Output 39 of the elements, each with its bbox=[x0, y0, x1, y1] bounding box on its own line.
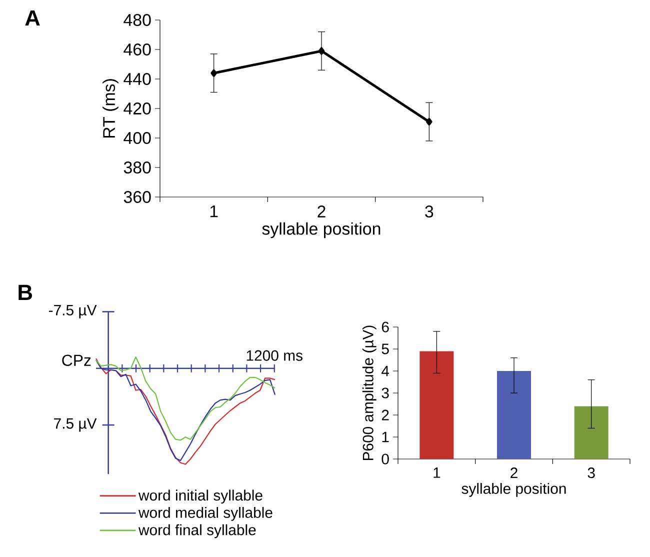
bar bbox=[497, 371, 532, 459]
bar bbox=[574, 406, 608, 459]
y-tick-label: 400 bbox=[124, 132, 151, 144]
y-tick-label: 7.5 µV bbox=[54, 418, 97, 432]
y-tick-label: 3 bbox=[382, 388, 389, 398]
y-tick-label: 1 bbox=[382, 432, 389, 442]
text: CPz bbox=[62, 354, 91, 366]
x-tick-label: 1 bbox=[210, 206, 218, 218]
y-tick-label: 5 bbox=[382, 344, 389, 354]
x-tick-label: 3 bbox=[425, 206, 434, 218]
y-tick-label: 460 bbox=[124, 43, 151, 56]
point bbox=[426, 118, 432, 126]
y-tick-label: 480 bbox=[124, 14, 151, 26]
legend-label: word final syllable bbox=[138, 524, 256, 538]
y-tick-label: 6 bbox=[382, 322, 389, 332]
y-tick-label: -7.5 µV bbox=[48, 305, 97, 318]
chart-title: A bbox=[25, 10, 40, 26]
y-axis-title: P600 amplitude (µV) bbox=[362, 326, 376, 460]
x-axis-title: syllable position bbox=[462, 482, 566, 497]
x-axis-title: syllable position bbox=[262, 222, 380, 238]
point bbox=[318, 47, 325, 55]
y-tick-label: 420 bbox=[124, 102, 151, 114]
y-tick-label: 2 bbox=[382, 410, 389, 420]
y-tick-label: 0 bbox=[382, 454, 389, 464]
chart-title: B bbox=[18, 284, 32, 300]
y-axis-title: RT (ms) bbox=[102, 79, 118, 138]
x-tick-label: 2 bbox=[510, 468, 518, 478]
x-tick-label: 3 bbox=[588, 468, 595, 478]
point bbox=[210, 69, 217, 77]
x-tick-label: 1 bbox=[434, 468, 440, 478]
y-tick-label: 380 bbox=[124, 162, 151, 174]
y-tick-label: 4 bbox=[382, 366, 390, 376]
bar bbox=[420, 351, 454, 459]
legend-label: word initial syllable bbox=[138, 490, 262, 504]
legend-label: word medial syllable bbox=[138, 506, 272, 521]
annotation: 1200 ms bbox=[246, 350, 302, 361]
y-tick-label: 360 bbox=[124, 191, 151, 203]
x-tick-label: 2 bbox=[318, 206, 326, 218]
y-tick-label: 440 bbox=[124, 72, 151, 85]
